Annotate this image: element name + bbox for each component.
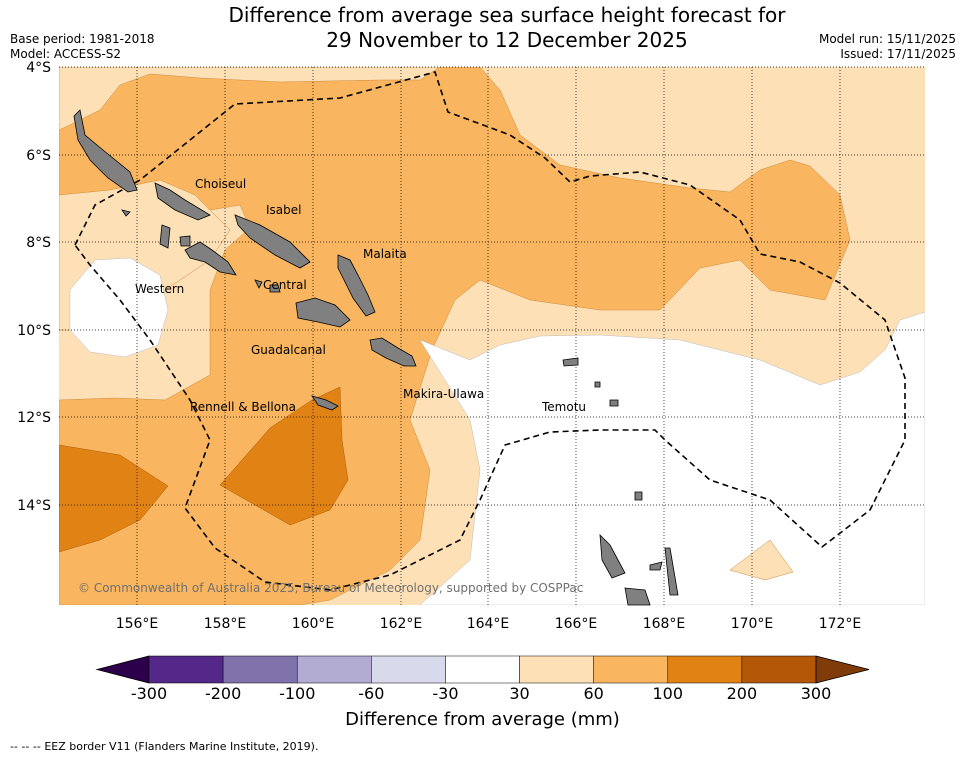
lon-tick: 168°E <box>643 616 686 632</box>
label-malaita: Malaita <box>363 247 407 261</box>
colorbar-extend-max <box>815 655 870 684</box>
colorbar-tick: -200 <box>205 684 241 703</box>
contour-neutral-west <box>69 257 169 358</box>
colorbar-extend-min <box>95 655 150 684</box>
island-santa-isabel <box>234 214 311 269</box>
region-labels: Choiseul Isabel Malaita Western Central … <box>135 177 586 414</box>
colorbar-tick-labels: -300 -200 -100 -60 -30 30 60 100 200 300 <box>131 684 831 703</box>
contour-30-60-inner <box>59 67 441 131</box>
map-title: Difference from average sea surface heig… <box>0 3 965 53</box>
label-makira-ulawa: Makira-Ulawa <box>403 387 484 401</box>
eez-legend: -- -- -- EEZ border V11 (Flanders Marine… <box>10 740 318 753</box>
graticule <box>59 66 925 605</box>
anomaly-contours <box>59 67 925 605</box>
lon-tick: 172°E <box>819 616 862 632</box>
contour-100-200-west <box>59 444 169 553</box>
label-temotu: Temotu <box>541 400 586 414</box>
eez-legend-text: EEZ border V11 (Flanders Marine Institut… <box>44 740 319 753</box>
base-period: Base period: 1981-2018 <box>10 32 155 46</box>
island-west-small <box>121 209 131 217</box>
colorbar-bin <box>222 655 298 684</box>
model-name: Model: ACCESS-S2 <box>10 47 122 61</box>
colorbar-bin <box>445 655 520 684</box>
island-guadalcanal <box>295 297 351 328</box>
lat-tick: 4°S <box>26 60 51 76</box>
label-guadalcanal: Guadalcanal <box>251 343 326 357</box>
colorbar-bin <box>667 655 743 684</box>
island-vanuatu-5 <box>634 491 643 501</box>
label-western: Western <box>135 282 184 296</box>
title-line-2: 29 November to 12 December 2025 <box>326 28 688 52</box>
colorbar-bin <box>296 655 372 684</box>
colorbar-bin <box>593 655 669 684</box>
colorbar-tick: 300 <box>801 684 832 703</box>
contour-100-200-south <box>219 386 349 526</box>
copyright-notice: © Commonwealth of Australia 2025, Bureau… <box>78 581 583 595</box>
lon-tick: 158°E <box>204 616 247 632</box>
island-new-georgia <box>184 241 237 276</box>
label-isabel: Isabel <box>266 203 301 217</box>
island-temotu-2 <box>594 381 601 388</box>
lon-tick: 170°E <box>731 616 774 632</box>
colorbar-tick: 60 <box>583 684 603 703</box>
lon-tick: 156°E <box>116 616 159 632</box>
island-vella <box>159 224 171 249</box>
island-makira <box>369 337 417 367</box>
lat-tick-labels: 4°S 6°S 8°S 10°S 12°S 14°S <box>17 60 51 514</box>
colorbar-tick: -300 <box>131 684 167 703</box>
island-vanuatu-4 <box>664 547 679 596</box>
island-ngella <box>254 279 263 289</box>
eez-border <box>74 71 906 591</box>
label-rennell-bellona: Rennell & Bellona <box>190 400 296 414</box>
island-temotu-1 <box>562 357 579 367</box>
island-vanuatu-1 <box>599 533 626 579</box>
lat-tick: 6°S <box>26 148 51 164</box>
colorbar-tick: 30 <box>509 684 529 703</box>
colorbar-bin <box>371 655 446 684</box>
colorbar-bin <box>741 655 817 684</box>
contour-30-60-patch <box>729 539 794 581</box>
colorbar-tick: 100 <box>653 684 684 703</box>
colorbar-tick: 200 <box>727 684 758 703</box>
title-line-1: Difference from average sea surface heig… <box>228 3 786 27</box>
islands <box>73 109 679 606</box>
island-rennell <box>311 395 339 411</box>
label-choiseul: Choiseul <box>195 177 246 191</box>
lon-tick: 160°E <box>292 616 335 632</box>
colorbar-tick: -30 <box>432 684 458 703</box>
lat-tick: 14°S <box>17 498 51 514</box>
lat-tick: 8°S <box>26 235 51 251</box>
issued-date: Issued: 17/11/2025 <box>840 47 956 61</box>
model-run: Model run: 15/11/2025 <box>818 32 956 46</box>
colorbar-tick: -60 <box>358 684 384 703</box>
island-malaita <box>337 254 376 317</box>
island-temotu-3 <box>609 399 619 407</box>
island-isabel <box>154 182 211 221</box>
island-kolombangara <box>179 235 191 247</box>
lon-tick: 164°E <box>467 616 510 632</box>
lat-tick: 12°S <box>17 410 51 426</box>
eez-legend-symbol: -- -- -- <box>10 740 41 753</box>
island-vanuatu-3 <box>649 561 663 571</box>
lat-tick: 10°S <box>17 323 51 339</box>
lon-tick-labels: 156°E 158°E 160°E 162°E 164°E 166°E 168°… <box>116 616 862 632</box>
colorbar-bin <box>519 655 594 684</box>
lon-tick: 166°E <box>555 616 598 632</box>
colorbar-bin <box>148 655 224 684</box>
island-russell <box>269 284 281 293</box>
colorbar-label: Difference from average (mm) <box>345 709 620 730</box>
label-central: Central <box>263 278 307 292</box>
lon-tick: 162°E <box>380 616 423 632</box>
colorbar <box>95 655 870 684</box>
colorbar-tick: -100 <box>279 684 315 703</box>
contour-neutral-east <box>419 311 925 605</box>
island-choiseul <box>73 109 138 193</box>
island-vanuatu-2 <box>624 587 651 606</box>
